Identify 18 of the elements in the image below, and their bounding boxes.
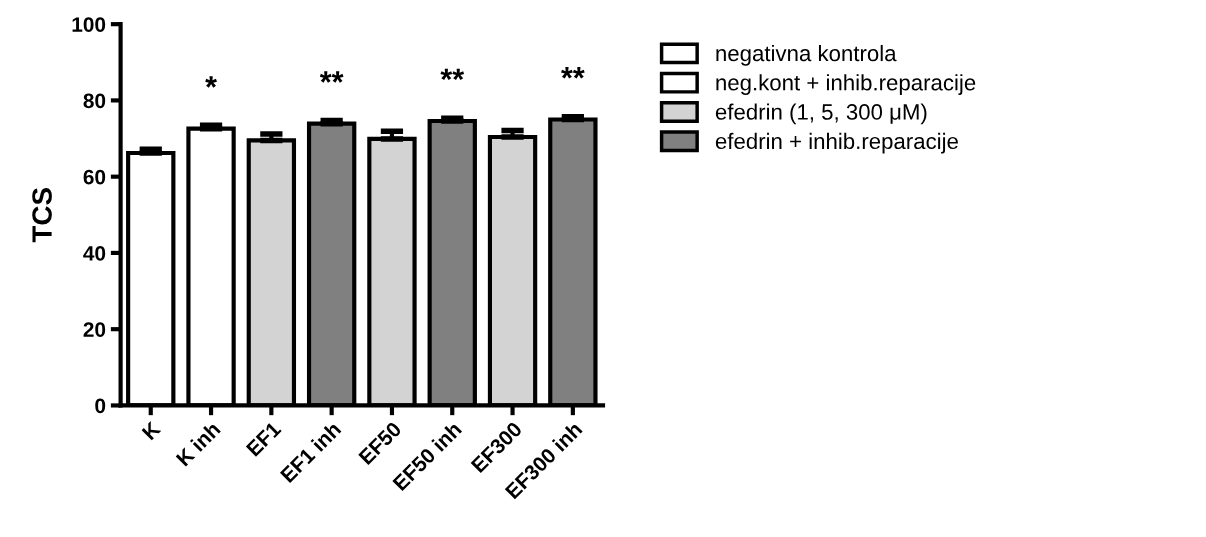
annotation: * — [205, 76, 217, 88]
legend-label: efedrin (1, 5, 300 μM) — [715, 103, 927, 125]
annotation: ** — [440, 68, 465, 81]
y-tick-label: 80 — [83, 93, 106, 109]
y-tick-label: 0 — [95, 398, 106, 414]
x-tick-label: K inh — [175, 420, 221, 467]
annotation: ** — [561, 67, 585, 79]
x-tick-label: EF1 — [245, 420, 282, 457]
annotation: ** — [319, 71, 344, 83]
y-tick-label: 40 — [83, 245, 106, 261]
y-tick-label: 60 — [83, 169, 106, 185]
legend-label: neg.kont + inhib.reparacije — [716, 74, 976, 95]
y-axis-title: TCS — [32, 188, 52, 243]
x-tick-label: K — [141, 420, 162, 441]
y-tick-label: 100 — [72, 17, 106, 32]
y-tick-label: 20 — [83, 322, 106, 337]
legend-label: negativna kontrola — [716, 44, 897, 66]
legend-label: efedrin + inhib.reparacije — [715, 132, 958, 154]
